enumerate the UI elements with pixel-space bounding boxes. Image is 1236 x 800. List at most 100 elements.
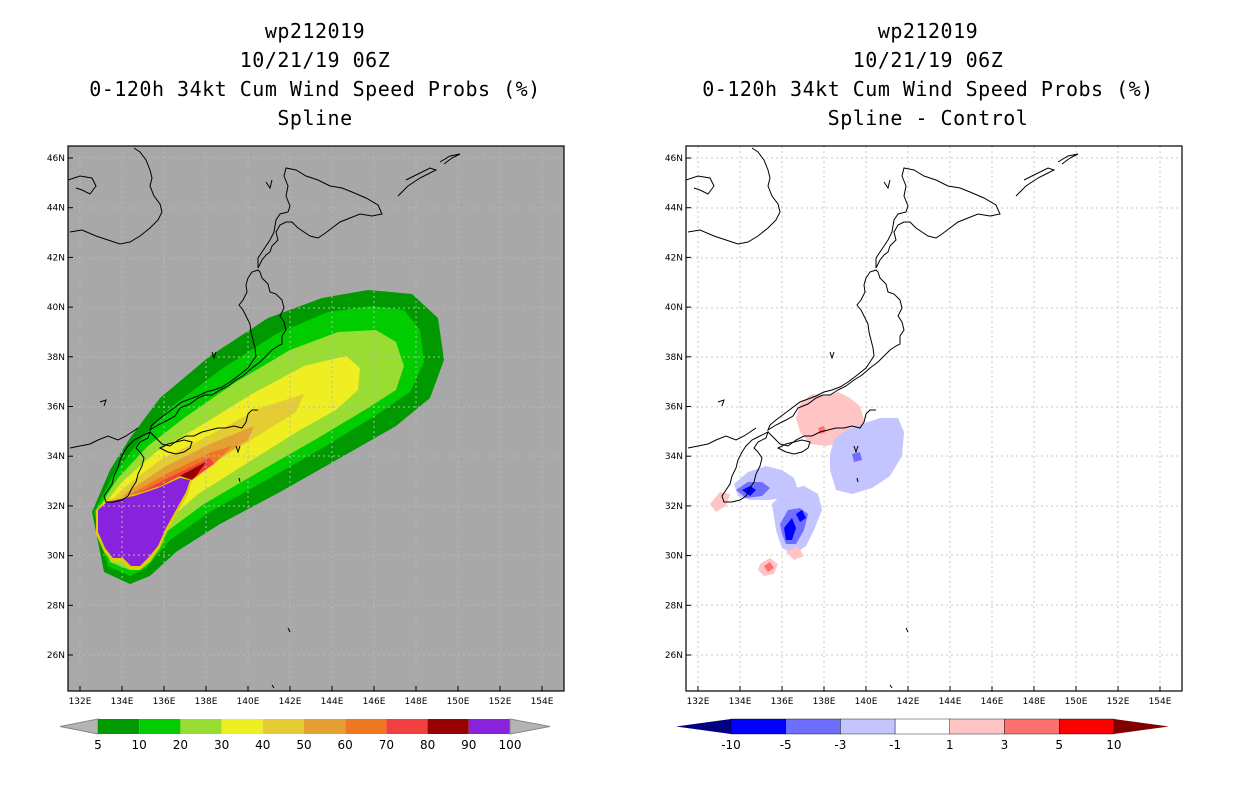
left-colorbar-swatch — [98, 719, 140, 734]
left-lat-label: 30N — [47, 552, 65, 562]
right-lon-label: 136E — [771, 697, 794, 707]
left-colorbar-label: 10 — [132, 738, 147, 752]
right-colorbar-swatch — [949, 718, 1005, 735]
left-lon-label: 134E — [111, 697, 134, 707]
left-lon-label: 148E — [405, 697, 428, 707]
right-colorbar-label: -3 — [834, 738, 846, 752]
left-lon-label: 138E — [195, 697, 218, 707]
right-lat-label: 32N — [665, 502, 683, 512]
left-lat-label: 26N — [47, 651, 65, 661]
right-colorbar-label: -10 — [721, 738, 741, 752]
left-method: Spline — [277, 106, 353, 130]
right-lat-label: 36N — [665, 403, 683, 413]
left-lon-label: 152E — [489, 697, 512, 707]
right-lat-label: 46N — [665, 154, 683, 164]
right-lat-label: 40N — [665, 303, 683, 313]
right-lon-label: 154E — [1149, 697, 1172, 707]
left-lat-label: 46N — [47, 154, 65, 164]
left-colorbar-swatch — [427, 719, 469, 734]
right-colorbar-swatch — [785, 718, 841, 735]
left-datetime: 10/21/19 06Z — [239, 48, 391, 72]
left-lat-label: 34N — [47, 452, 65, 462]
right-colorbar: -10 -5 -3 -1 1 3 5 10 — [676, 718, 1169, 752]
left-lon-label: 154E — [531, 697, 554, 707]
left-lon-label: 142E — [279, 697, 302, 707]
left-lat-label: 40N — [47, 303, 65, 313]
right-colorbar-high-arrow — [1113, 719, 1169, 734]
left-lon-label: 144E — [321, 697, 344, 707]
right-lat-label: 44N — [665, 204, 683, 214]
left-colorbar-swatch — [221, 719, 263, 734]
left-colorbar-label: 20 — [173, 738, 188, 752]
left-lat-label: 38N — [47, 353, 65, 363]
right-colorbar-label: 5 — [1055, 738, 1063, 752]
right-lat-labels: 46N 44N 42N 40N 38N 36N 34N 32N 30N 28N 26N — [665, 154, 691, 661]
left-colorbar-swatch — [262, 719, 304, 734]
left-colorbar: 5 10 20 30 40 50 60 70 80 90 100 — [59, 718, 551, 752]
right-map-frame — [685, 145, 1183, 692]
left-colorbar-swatch — [468, 719, 510, 734]
right-lon-label: 150E — [1065, 697, 1088, 707]
right-lon-label: 148E — [1023, 697, 1046, 707]
right-lon-label: 142E — [897, 697, 920, 707]
left-colorbar-label: 30 — [214, 738, 229, 752]
right-lon-label: 152E — [1107, 697, 1130, 707]
left-lat-label: 32N — [47, 502, 65, 512]
right-lat-label: 38N — [665, 353, 683, 363]
right-lon-labels: 132E 134E 136E 138E 140E 142E 144E 146E 148E 150E… — [687, 686, 1172, 707]
right-lon-label: 134E — [729, 697, 752, 707]
right-colorbar-swatch — [1058, 718, 1115, 735]
right-colorbar-swatch — [730, 718, 786, 735]
left-lat-label: 44N — [47, 204, 65, 214]
left-lat-label: 28N — [47, 601, 65, 611]
left-colorbar-label: 70 — [379, 738, 394, 752]
right-lon-label: 140E — [855, 697, 878, 707]
right-panel-title: wp212019 10/21/19 06Z 0-120h 34kt Cum Wi… — [678, 17, 1178, 133]
right-storm-id: wp212019 — [877, 19, 979, 43]
right-lat-label: 26N — [665, 651, 683, 661]
left-panel-title: wp212019 10/21/19 06Z 0-120h 34kt Cum Wi… — [60, 17, 570, 133]
right-colorbar-label: 10 — [1106, 738, 1121, 752]
right-product-title: 0-120h 34kt Cum Wind Speed Probs (%) — [702, 77, 1154, 101]
left-lat-label: 42N — [47, 253, 65, 263]
left-lon-label: 140E — [237, 697, 260, 707]
left-lon-label: 136E — [153, 697, 176, 707]
right-colorbar-label: -5 — [780, 738, 792, 752]
right-colorbar-label: 3 — [1001, 738, 1009, 752]
left-lon-label: 132E — [69, 697, 92, 707]
left-colorbar-label: 80 — [420, 738, 435, 752]
right-lat-label: 34N — [665, 452, 683, 462]
left-map-frame — [67, 145, 565, 692]
right-colorbar-swatch — [894, 718, 950, 735]
left-colorbar-swatch — [345, 719, 387, 734]
right-colorbar-swatch — [840, 718, 896, 735]
right-lon-label: 132E — [687, 697, 710, 707]
left-colorbar-swatch — [304, 719, 346, 734]
right-lon-label: 144E — [939, 697, 962, 707]
right-difference-contours — [686, 146, 1182, 691]
left-colorbar-label: 40 — [255, 738, 270, 752]
left-colorbar-label: 90 — [461, 738, 476, 752]
right-lon-label: 146E — [981, 697, 1004, 707]
right-method: Spline - Control — [827, 106, 1029, 130]
left-storm-id: wp212019 — [264, 19, 366, 43]
left-product-title: 0-120h 34kt Cum Wind Speed Probs (%) — [89, 77, 541, 101]
left-map-panel: 46N 44N 42N 40N 38N 36N 34N 32N 30N 28N 26N 132E 13… — [47, 145, 565, 752]
left-colorbar-low-arrow — [59, 718, 99, 735]
right-map-background — [686, 146, 1182, 691]
right-lat-label: 42N — [665, 253, 683, 263]
left-lon-label: 150E — [447, 697, 470, 707]
left-lat-label: 36N — [47, 403, 65, 413]
left-colorbar-swatch — [386, 719, 428, 734]
right-colorbar-swatch — [1004, 718, 1060, 735]
right-lon-label: 138E — [813, 697, 836, 707]
left-colorbar-swatch — [180, 719, 222, 734]
right-colorbar-low-arrow — [676, 719, 731, 734]
right-colorbar-label: 1 — [946, 738, 954, 752]
left-colorbar-label: 5 — [94, 738, 102, 752]
left-lon-label: 146E — [363, 697, 386, 707]
left-colorbar-label: 60 — [338, 738, 353, 752]
left-colorbar-label: 100 — [499, 738, 522, 752]
left-colorbar-high-arrow — [509, 718, 551, 735]
